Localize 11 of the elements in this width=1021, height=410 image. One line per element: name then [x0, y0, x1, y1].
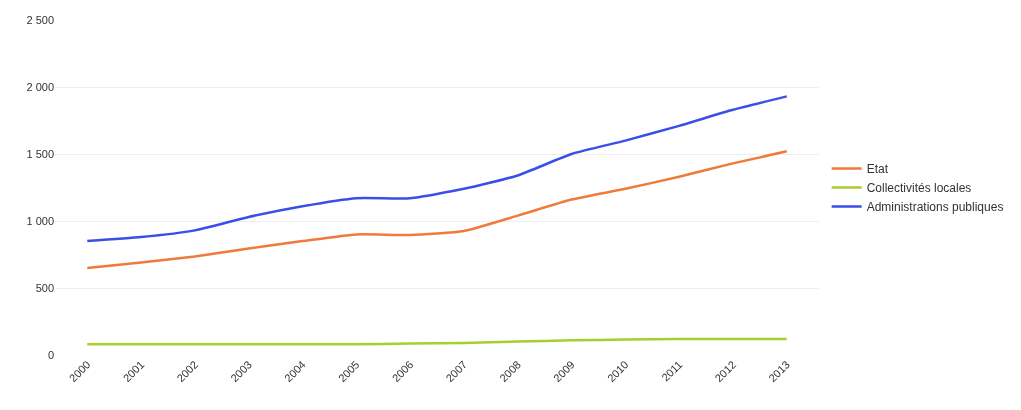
y-tick-label: 1 000	[26, 214, 54, 227]
y-tick-label: 2 500	[26, 13, 54, 26]
legend-label: Administrations publiques	[866, 200, 1004, 215]
line-series	[86, 150, 788, 270]
legend-label: Collectivités locales	[866, 181, 972, 196]
y-tick-label: 1 500	[26, 147, 54, 160]
legend-label: Etat	[866, 162, 889, 177]
y-tick-label: 2 000	[26, 80, 54, 93]
y-tick-label: 500	[35, 281, 54, 294]
y-tick-label: 0	[47, 348, 54, 361]
line-series	[86, 95, 788, 243]
